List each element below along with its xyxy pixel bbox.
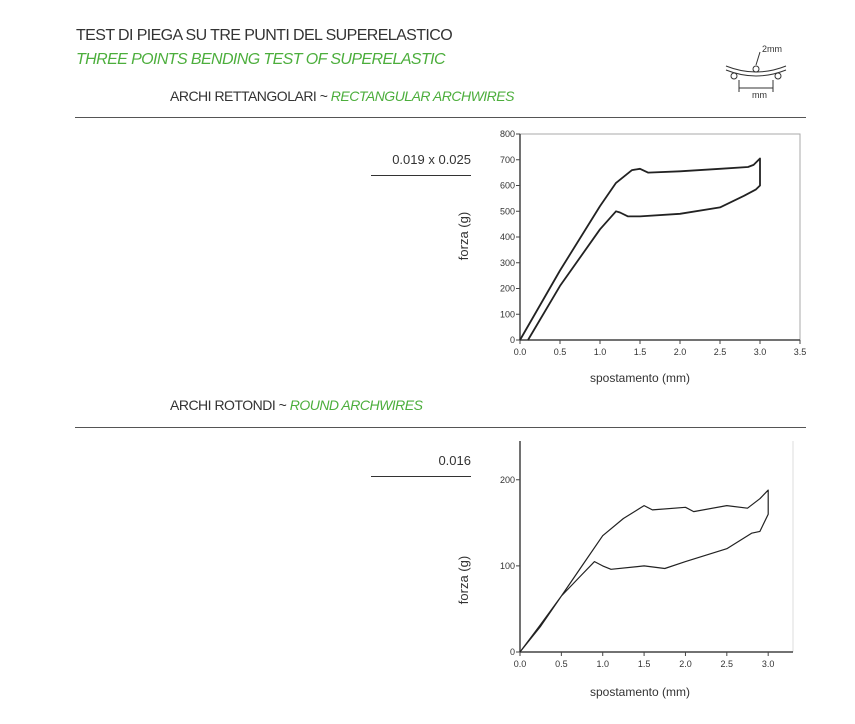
- chart-round: 0.0 0.5 1.0 1.5 2.0 2.5 3.0 0 100 200 spostamento …: [456, 441, 794, 699]
- chart-rectangular: 0.0 0.5 1.0 1.5 2.0 2.5 3.0 3.5 0 100 200 300 400 500…: [456, 129, 807, 385]
- y-tick-label: 100: [500, 561, 515, 571]
- x-tick-label: 1.0: [596, 659, 609, 669]
- y-axis-label: forza (g): [456, 212, 471, 260]
- x-tick-label: 1.5: [634, 347, 647, 357]
- x-tick-label: 2.0: [679, 659, 692, 669]
- x-tick-label: 3.0: [762, 659, 775, 669]
- x-tick-label: 0.5: [554, 347, 567, 357]
- x-tick-label: 2.0: [674, 347, 687, 357]
- y-tick-label: 200: [500, 284, 515, 294]
- diagram-top-label: 2mm: [762, 44, 782, 54]
- x-tick-label: 1.5: [638, 659, 651, 669]
- x-tick-label: 0.5: [555, 659, 568, 669]
- y-tick-label: 200: [500, 475, 515, 485]
- section-title-it: ARCHI ROTONDI ~: [170, 397, 290, 413]
- x-tick-label: 2.5: [721, 659, 734, 669]
- section-title-en: ROUND ARCHWIRES: [289, 397, 423, 413]
- y-tick-label: 400: [500, 232, 515, 242]
- x-axis-label: spostamento (mm): [590, 371, 690, 385]
- page-subtitle: THREE POINTS BENDING TEST OF SUPERELASTI…: [76, 51, 446, 68]
- hysteresis-curve: [519, 157, 761, 341]
- y-tick-label: 0: [510, 647, 515, 657]
- three-point-bending-diagram-icon: 2mm mm: [725, 44, 787, 100]
- x-tick-label: 0.0: [514, 347, 527, 357]
- x-tick-label: 3.0: [754, 347, 767, 357]
- y-tick-label: 700: [500, 155, 515, 165]
- section-title-round: ARCHI ROTONDI ~ ROUND ARCHWIRES: [170, 397, 423, 413]
- y-tick-label: 500: [500, 206, 515, 216]
- section-title-it: ARCHI RETTANGOLARI ~: [170, 88, 331, 104]
- hysteresis-curve: [519, 489, 769, 653]
- x-tick-label: 1.0: [594, 347, 607, 357]
- y-tick-label: 300: [500, 258, 515, 268]
- diagram-bottom-label: mm: [752, 90, 767, 100]
- section-title-rectangular: ARCHI RETTANGOLARI ~ RECTANGULAR ARCHWIR…: [170, 88, 514, 104]
- y-tick-label: 600: [500, 181, 515, 191]
- divider: [75, 427, 806, 428]
- section-title-en: RECTANGULAR ARCHWIRES: [330, 88, 515, 104]
- x-tick-label: 0.0: [514, 659, 527, 669]
- page-title: TEST DI PIEGA SU TRE PUNTI DEL SUPERELAS…: [76, 27, 453, 44]
- wire-size-label: 0.019 x 0.025: [392, 152, 471, 167]
- wire-size-underline: [371, 175, 471, 176]
- plot-frame: [519, 133, 801, 341]
- wire-size-underline: [371, 476, 471, 477]
- y-tick-label: 100: [500, 309, 515, 319]
- x-tick-label: 2.5: [714, 347, 727, 357]
- x-tick-label: 3.5: [794, 347, 807, 357]
- wire-size-label: 0.016: [438, 453, 471, 468]
- x-axis-label: spostamento (mm): [590, 685, 690, 699]
- y-tick-label: 800: [500, 129, 515, 139]
- divider: [75, 117, 806, 118]
- y-axis-label: forza (g): [456, 556, 471, 604]
- y-tick-label: 0: [510, 335, 515, 345]
